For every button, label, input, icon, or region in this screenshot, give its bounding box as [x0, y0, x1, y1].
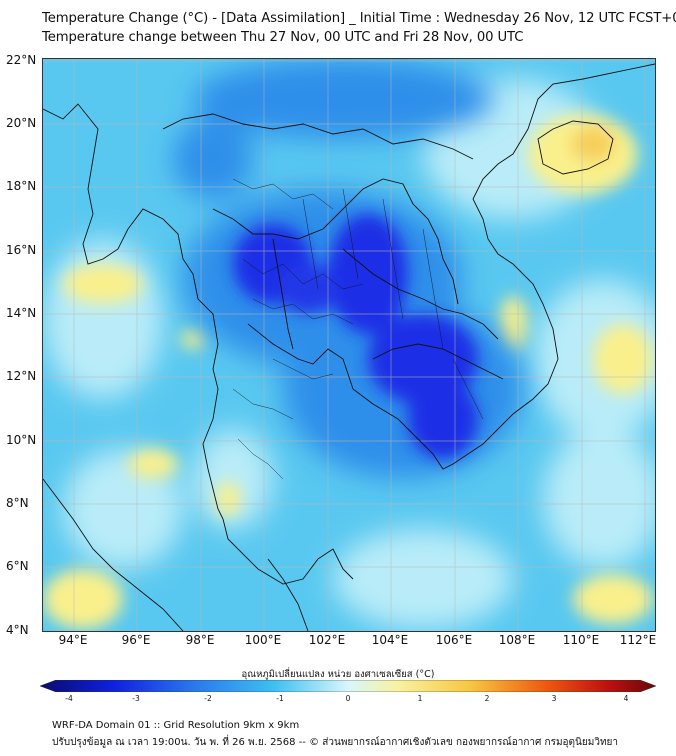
lon-label: 108°E [498, 633, 536, 647]
lon-label: 104°E [371, 633, 409, 647]
temperature-change-map [42, 58, 656, 632]
strong-cooling-core [233, 214, 478, 459]
lon-label: 112°E [619, 633, 657, 647]
lon-label: 106°E [435, 633, 473, 647]
lon-label: 100°E [244, 633, 282, 647]
lon-label: 94°E [58, 633, 88, 647]
colorbar-tick: 3 [551, 694, 557, 703]
lat-label: 20°N [6, 116, 37, 130]
lat-label: 4°N [6, 623, 29, 637]
lat-label: 22°N [6, 53, 37, 67]
lon-label: 96°E [121, 633, 151, 647]
colorbar-tick: -2 [204, 694, 212, 703]
lat-label: 10°N [6, 433, 37, 447]
lat-label: 14°N [6, 306, 37, 320]
map-canvas [43, 59, 655, 631]
coastlines-and-borders [43, 63, 655, 631]
colorbar-label: อุณหภูมิเปลี่ยนแปลง หน่วย องศาเซลเซียส (… [241, 669, 435, 680]
colorbar-tick: -3 [132, 694, 140, 703]
lon-label: 98°E [185, 633, 215, 647]
province-borders [232, 178, 484, 480]
footer-model-info: WRF-DA Domain 01 :: Grid Resolution 9km … [52, 720, 300, 731]
colorbar [40, 680, 656, 692]
colorbar-tick: 1 [417, 694, 423, 703]
lon-label: 110°E [562, 633, 600, 647]
colorbar-tick: -4 [65, 694, 73, 703]
footer-credit: ปรับปรุงข้อมูล ณ เวลา 19:00น. วัน พ. ที่… [52, 737, 619, 748]
colorbar-tick: 2 [484, 694, 490, 703]
lat-label: 8°N [6, 496, 29, 510]
colorbar-tick: 0 [345, 694, 351, 703]
lat-label: 6°N [6, 559, 29, 573]
colorbar-tick: 4 [623, 694, 629, 703]
lat-label: 16°N [6, 243, 37, 257]
map-title: Temperature Change (°C) - [Data Assimila… [42, 11, 676, 26]
lat-label: 18°N [6, 179, 37, 193]
graticule [43, 59, 655, 631]
colorbar-tick: -1 [276, 694, 284, 703]
lon-label: 102°E [308, 633, 346, 647]
lat-label: 12°N [6, 369, 37, 383]
map-subtitle: Temperature change between Thu 27 Nov, 0… [42, 30, 524, 45]
